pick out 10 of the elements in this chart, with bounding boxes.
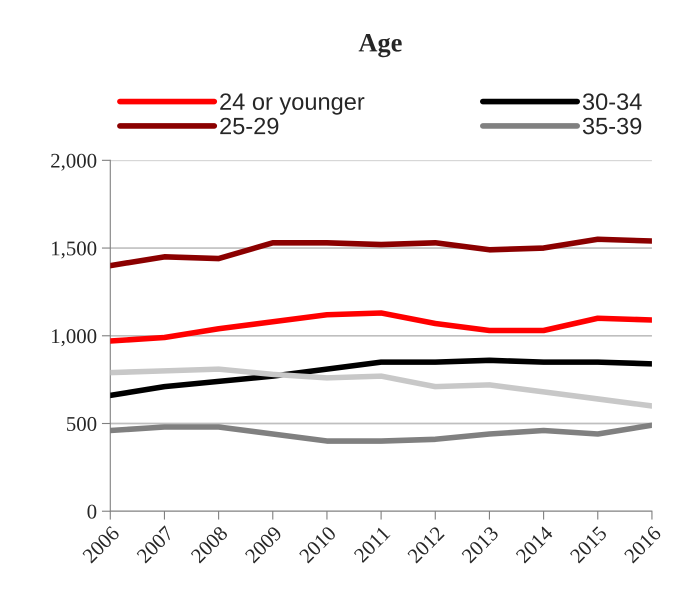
legend-label: 24 or younger [220,93,364,115]
legend-label: 35-39 [582,118,642,134]
y-tick-label: 1,500 [52,241,96,258]
y-tick-label: 1,000 [52,329,96,346]
chart-title: Age [358,34,402,58]
y-tick-label: 2,000 [51,154,96,171]
legend-label: 25-29 [220,118,278,134]
y-tick-label: 0 [87,504,96,519]
legend-label: 30-34 [582,93,642,110]
y-tick-label: 500 [67,416,96,431]
